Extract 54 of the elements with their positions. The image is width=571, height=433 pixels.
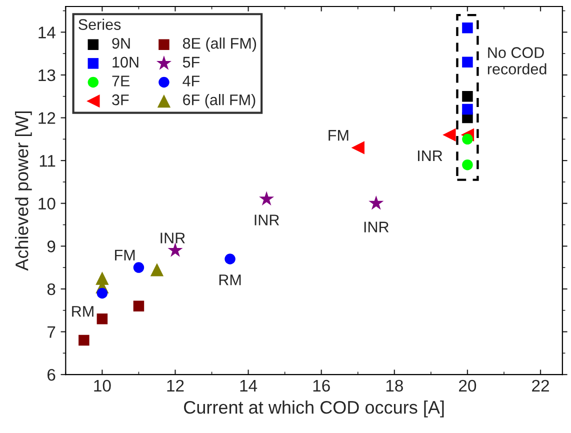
- legend-label: 8E (all FM): [182, 38, 256, 52]
- y-tick-label: 6: [48, 368, 56, 381]
- y-tick-label: 8: [47, 283, 56, 296]
- legend-label: 6F (all FM): [183, 94, 256, 108]
- legend-label: 5F: [182, 56, 200, 68]
- point: [259, 191, 274, 206]
- point: [368, 195, 384, 210]
- point: [168, 242, 183, 257]
- y-tick-label: 11: [40, 155, 56, 167]
- point: [462, 159, 473, 170]
- point: [133, 300, 144, 312]
- y-tick-label: 13: [38, 69, 56, 82]
- x-tick-label: 14: [240, 380, 258, 392]
- y-tick-label: 10: [38, 198, 56, 210]
- annotation: RM: [72, 306, 94, 317]
- legend-label: 3F: [112, 94, 129, 106]
- point: [224, 254, 236, 264]
- legend-label: 9N: [112, 38, 130, 49]
- point: [78, 334, 90, 346]
- x-tick-label: 12: [167, 380, 184, 392]
- point: [462, 134, 473, 145]
- point: [96, 288, 108, 299]
- annotation: INR: [364, 222, 389, 232]
- legend-label: 10N: [112, 56, 138, 68]
- x-axis-title: Current at which COD occurs [A]: [184, 400, 444, 418]
- point: [462, 90, 473, 102]
- annotation: INR: [418, 150, 442, 162]
- legend-label: 7E: [112, 76, 130, 86]
- point: [133, 262, 144, 273]
- point: [442, 128, 456, 142]
- annotation: INR: [254, 214, 280, 226]
- point: [150, 263, 164, 276]
- legend-label: 4F: [182, 76, 200, 86]
- y-tick-label: 7: [48, 326, 56, 338]
- y-tick-label: 9: [47, 240, 56, 252]
- point: [351, 141, 364, 154]
- x-tick-label: 20: [459, 380, 476, 392]
- point: [96, 314, 108, 324]
- point: [462, 104, 473, 115]
- point: [462, 22, 473, 34]
- annotation: No COD recorded: [488, 47, 546, 74]
- annotation: FM: [328, 130, 348, 141]
- annotation: RM: [219, 274, 241, 286]
- x-tick-label: 16: [313, 380, 330, 392]
- y-tick-label: 12: [38, 112, 56, 124]
- x-tick-label: 18: [386, 380, 403, 392]
- legend-title: Series: [78, 18, 121, 30]
- y-tick-label: 14: [38, 26, 56, 38]
- annotation: FM: [115, 250, 135, 260]
- annotation: INR: [160, 232, 185, 244]
- point: [462, 56, 473, 68]
- x-tick-label: 22: [532, 380, 549, 392]
- x-tick-label: 10: [94, 380, 111, 392]
- y-axis-title: Achieved power [W]: [15, 112, 32, 271]
